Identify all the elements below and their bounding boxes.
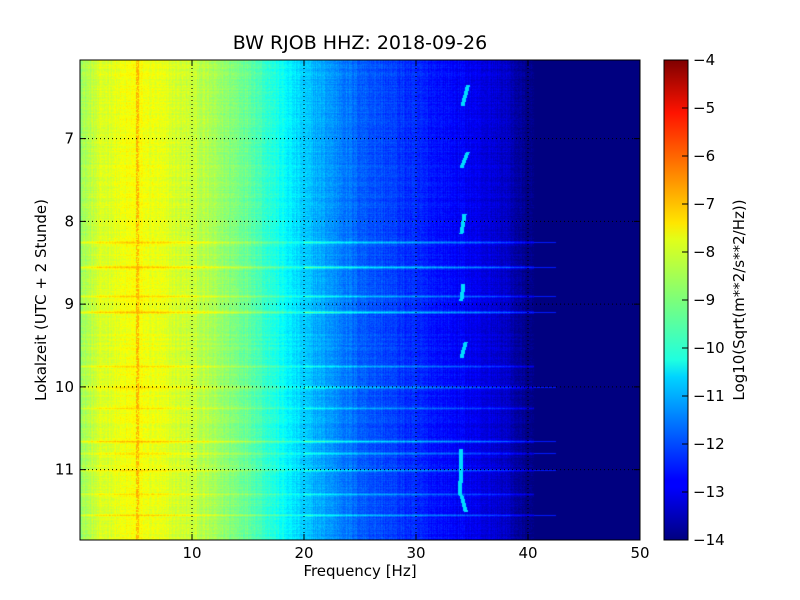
colorbar-tick-label: −12 xyxy=(693,435,725,453)
x-tick-label: 30 xyxy=(406,544,425,562)
colorbar-tick-label: −5 xyxy=(693,99,715,117)
colorbar-label: Log10(Sqrt(m**2/s**2/Hz)) xyxy=(730,199,748,400)
colorbar-tick-label: −8 xyxy=(693,243,715,261)
colorbar: −4 −5 −6 −7 −8 −9 −10 −11 −12 −13 −14 Log10(Sqrt(m… xyxy=(663,51,748,549)
colorbar-tick-label: −11 xyxy=(693,387,725,405)
colorbar-tick-label: −4 xyxy=(693,51,715,69)
y-tick-label: 11 xyxy=(55,461,74,479)
x-tick-label: 40 xyxy=(518,544,537,562)
colorbar-tick-label: −6 xyxy=(693,147,715,165)
chart-title: BW RJOB HHZ: 2018-09-26 xyxy=(233,32,487,54)
x-axis-ticks: 10 20 30 40 50 xyxy=(182,60,650,562)
y-axis-label: Lokalzeit (UTC + 2 Stunde) xyxy=(32,199,50,401)
grid-lines xyxy=(80,60,640,540)
y-tick-label: 9 xyxy=(64,295,74,313)
y-axis-ticks: 7 8 9 10 11 xyxy=(55,130,640,479)
x-tick-label: 20 xyxy=(294,544,313,562)
x-tick-label: 10 xyxy=(182,544,201,562)
colorbar-tick-label: −9 xyxy=(693,291,715,309)
plot-frame xyxy=(79,59,641,541)
y-tick-label: 8 xyxy=(64,212,74,230)
x-axis-label: Frequency [Hz] xyxy=(303,562,416,580)
plot-area: 10 20 30 40 50 7 8 9 10 11 xyxy=(55,59,650,562)
colorbar-tick-label: −7 xyxy=(693,195,715,213)
y-tick-label: 7 xyxy=(64,130,74,148)
colorbar-tick-label: −10 xyxy=(693,339,725,357)
colorbar-tick-label: −13 xyxy=(693,483,725,501)
colorbar-ticks: −4 −5 −6 −7 −8 −9 −10 −11 −12 −13 −14 xyxy=(682,51,725,549)
y-tick-label: 10 xyxy=(55,378,74,396)
spectrogram-image xyxy=(80,60,640,540)
x-tick-label: 50 xyxy=(630,544,649,562)
colorbar-tick-label: −14 xyxy=(693,531,725,549)
